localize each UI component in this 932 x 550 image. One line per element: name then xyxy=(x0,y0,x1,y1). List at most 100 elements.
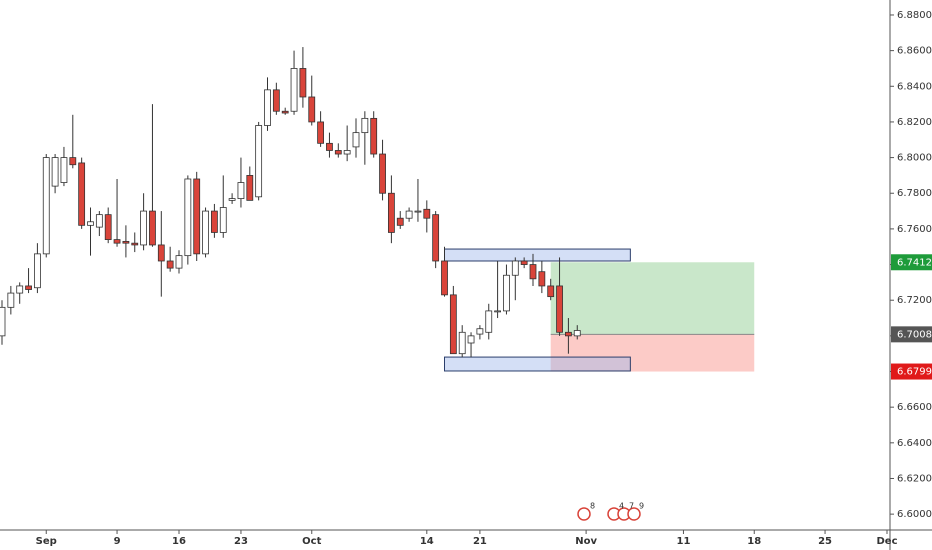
candle-body xyxy=(494,310,502,313)
candle-body xyxy=(503,274,510,312)
x-tick-label: Oct xyxy=(302,536,321,547)
candle-body xyxy=(184,178,192,257)
y-tick-label: 6.88000 xyxy=(897,10,932,21)
event-markers: 8 4 7 9 xyxy=(577,502,644,521)
candle-body xyxy=(449,294,457,355)
price-marker-label: 6.67999 xyxy=(897,367,932,378)
candle-body xyxy=(458,331,466,355)
candle-body xyxy=(7,292,15,308)
candle-body xyxy=(272,89,280,112)
candle-body xyxy=(343,150,351,155)
candle-body xyxy=(485,310,493,333)
candle-body xyxy=(405,210,413,219)
x-tick-label: 21 xyxy=(473,536,487,547)
candle-body xyxy=(476,328,484,335)
candle-body xyxy=(326,142,333,151)
x-tick-label: Dec xyxy=(876,536,897,547)
candle-body xyxy=(379,153,386,194)
zone xyxy=(444,248,631,262)
candle-body xyxy=(573,330,581,337)
candle-body xyxy=(308,96,316,123)
candle-body xyxy=(414,210,422,213)
candle-body xyxy=(16,285,24,294)
candle-body xyxy=(42,157,50,255)
x-tick-label: 16 xyxy=(172,536,186,547)
candle-body xyxy=(520,260,528,265)
plot-area xyxy=(0,47,755,372)
candle-body xyxy=(370,117,378,155)
candle-body xyxy=(113,239,121,244)
x-tick-label: 9 xyxy=(114,536,121,547)
price-marker-label: 6.74128 xyxy=(897,257,932,268)
candle-body xyxy=(140,210,148,246)
candle-body xyxy=(34,253,41,289)
position-loss-zone xyxy=(550,334,755,372)
candle-body xyxy=(237,182,245,199)
price-marker xyxy=(891,254,932,271)
candle-body xyxy=(157,244,165,262)
x-tick-label: 11 xyxy=(676,536,690,547)
x-tick-label: 18 xyxy=(747,536,761,547)
price-marker xyxy=(891,363,932,380)
event-label: 9 xyxy=(639,502,644,511)
candle-body xyxy=(387,192,395,233)
y-tick-label: 6.62000 xyxy=(897,473,932,484)
x-tick-label: Nov xyxy=(575,536,597,547)
candle-body xyxy=(565,331,572,337)
candle-body xyxy=(122,240,130,244)
candle-body xyxy=(149,210,156,246)
candle-body xyxy=(175,255,183,269)
price-marker-label: 6.70085 xyxy=(897,329,932,340)
candle-body xyxy=(219,207,227,233)
candle-body xyxy=(264,89,271,126)
candle-body xyxy=(78,162,86,226)
x-tick-label: 14 xyxy=(420,536,434,547)
candle-body xyxy=(202,210,209,255)
candle-body xyxy=(193,178,201,255)
candle-body xyxy=(290,68,298,112)
candle-body xyxy=(0,306,6,337)
candle-body xyxy=(87,221,94,226)
event-label: 7 xyxy=(629,502,634,511)
zone xyxy=(444,356,631,372)
candle-body xyxy=(246,175,254,201)
y-tick-label: 6.64000 xyxy=(897,438,932,449)
candle-body xyxy=(255,125,263,198)
candle-body xyxy=(467,335,475,344)
y-tick-label: 6.60000 xyxy=(897,509,932,520)
candle-body xyxy=(547,285,555,298)
candle-body xyxy=(423,208,431,219)
position-profit-zone xyxy=(550,262,755,335)
candle-body xyxy=(441,260,448,296)
candle-body xyxy=(299,68,307,98)
y-tick-label: 6.80000 xyxy=(897,153,932,164)
candle-body xyxy=(69,157,77,166)
candle-body xyxy=(60,157,68,183)
event-icon[interactable] xyxy=(627,507,641,521)
x-tick-label: Sep xyxy=(36,536,57,547)
y-tick-label: 6.72000 xyxy=(897,295,932,306)
candle-body xyxy=(317,121,325,144)
y-tick-label: 6.84000 xyxy=(897,81,932,92)
candle-body xyxy=(511,260,519,276)
candle-body xyxy=(281,110,289,114)
candle-body xyxy=(334,150,342,155)
candle-body xyxy=(396,217,404,226)
candle-body xyxy=(25,285,32,290)
event-label: 4 xyxy=(619,502,624,511)
candle-body xyxy=(529,264,537,280)
candle-body xyxy=(95,214,103,228)
candle-body xyxy=(352,132,360,148)
candle-body xyxy=(228,198,236,201)
y-tick-label: 6.86000 xyxy=(897,46,932,57)
event-icon[interactable] xyxy=(577,507,591,521)
candle-body xyxy=(104,214,112,240)
candle-body xyxy=(556,285,563,333)
event-label: 8 xyxy=(590,502,595,511)
candle-body xyxy=(131,242,139,246)
x-tick-label: 23 xyxy=(234,536,248,547)
y-tick-label: 6.76000 xyxy=(897,224,932,235)
y-tick-label: 6.66000 xyxy=(897,402,932,413)
candle-body xyxy=(51,157,59,187)
